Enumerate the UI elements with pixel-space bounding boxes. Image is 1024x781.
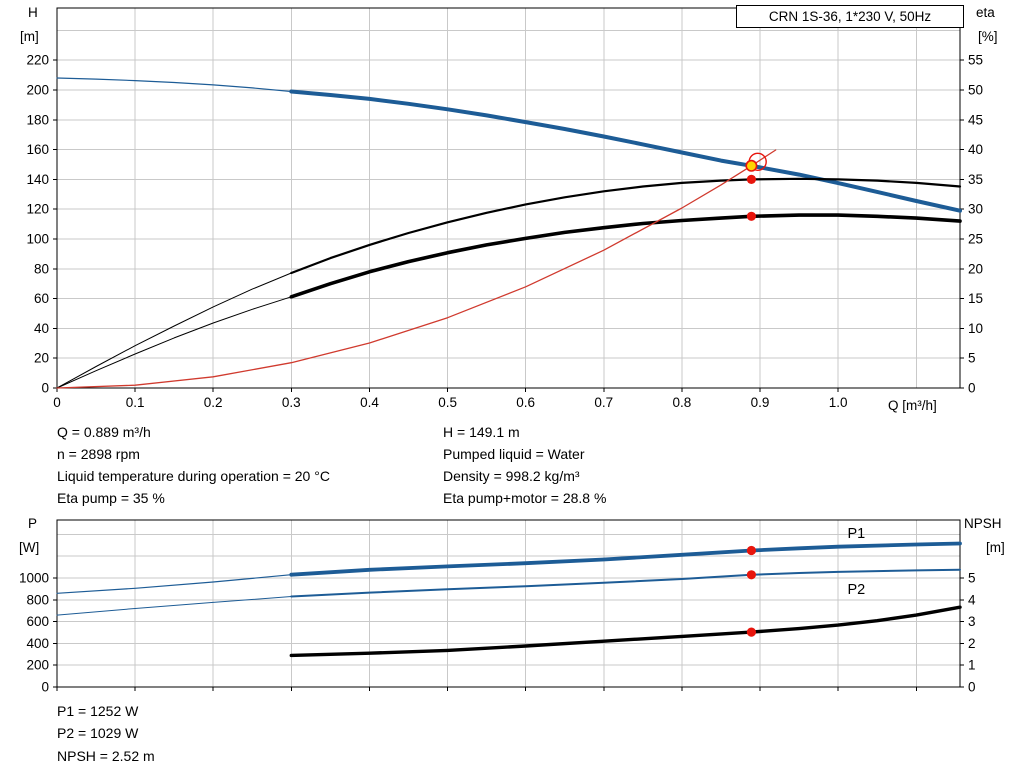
- y-left-tick-label: 40: [34, 321, 49, 336]
- curve-label-p1: P1: [848, 526, 866, 542]
- p2-curve: [290, 568, 961, 598]
- p2-value-text: P2 = 1029 W: [57, 725, 139, 741]
- p2-point: [746, 570, 757, 580]
- eta-pump-curve-lead: [56, 272, 292, 389]
- p1-curve-lead: [56, 574, 292, 594]
- p-axis-unit: [W]: [19, 540, 40, 555]
- x-tick-label: 0.2: [204, 395, 223, 410]
- y-left-tick-label: 200: [26, 83, 49, 98]
- y-right-tick-label: 20: [968, 261, 983, 276]
- y-right-tick-label: 0: [968, 680, 976, 695]
- x-tick-label: 0.8: [673, 395, 692, 410]
- y-right-tick-label: 25: [968, 232, 983, 247]
- y-left-tick-label: 0: [41, 381, 49, 396]
- p1-value-text: P1 = 1252 W: [57, 703, 139, 719]
- p-axis-label: P: [28, 516, 38, 531]
- y-left-tick-label: 220: [26, 53, 49, 68]
- y-left-tick-label: 160: [26, 142, 49, 157]
- eta-pump-motor-point: [746, 211, 757, 221]
- y-right-tick-label: 50: [968, 83, 983, 98]
- npsh-axis-label: NPSH: [964, 516, 1002, 531]
- x-tick-label: 0.6: [516, 395, 535, 410]
- eta-pump-motor-text: Eta pump+motor = 28.8 %: [443, 490, 607, 506]
- npsh-axis-unit: [m]: [986, 540, 1005, 555]
- eta-axis-label: eta: [976, 5, 995, 20]
- x-tick-label: 0.1: [126, 395, 145, 410]
- eta-axis-unit: [%]: [978, 29, 998, 44]
- y-left-tick-label: 120: [26, 202, 49, 217]
- y-left-tick-label: 140: [26, 172, 49, 187]
- curve-label-p2: P2: [848, 582, 866, 598]
- y-right-tick-label: 55: [968, 53, 983, 68]
- y-left-tick-label: 20: [34, 351, 49, 366]
- p1-curve: [289, 541, 962, 577]
- p2-curve-lead: [56, 596, 292, 616]
- q-value-text: Q = 0.889 m³/h: [57, 424, 151, 440]
- y-left-tick-label: 800: [26, 592, 49, 607]
- npsh-curve: [289, 605, 962, 658]
- y-right-tick-label: 1: [968, 658, 976, 673]
- y-right-tick-label: 3: [968, 614, 976, 629]
- npsh-point: [746, 627, 757, 637]
- y-left-tick-label: 600: [26, 614, 49, 629]
- y-right-tick-label: 5: [968, 571, 976, 586]
- speed-value-text: n = 2898 rpm: [57, 446, 140, 462]
- eta-pump-curve: [290, 177, 962, 275]
- y-right-tick-label: 0: [968, 381, 976, 396]
- plot-border: [56, 7, 961, 389]
- x-tick-label: 0.5: [438, 395, 457, 410]
- power-npsh-chart: 0 200 400 600 800 1000 0 1 2 3 4 5 P1 P2: [19, 519, 976, 695]
- head-curve: [289, 89, 962, 213]
- h-axis-unit: [m]: [20, 29, 39, 44]
- eta-pump-point: [746, 174, 757, 184]
- density-text: Density = 998.2 kg/m³: [443, 468, 580, 484]
- y-left-tick-label: 0: [41, 680, 49, 695]
- y-left-tick-label: 60: [34, 291, 49, 306]
- eta-pump-text: Eta pump = 35 %: [57, 490, 165, 506]
- x-tick-label: 0: [53, 395, 61, 410]
- x-tick-label: 0.9: [751, 395, 770, 410]
- y-left-tick-label: 100: [26, 232, 49, 247]
- liquid-temp-text: Liquid temperature during operation = 20…: [57, 468, 330, 484]
- y-right-tick-label: 35: [968, 172, 983, 187]
- y-left-tick-label: 80: [34, 261, 49, 276]
- y-right-tick-label: 10: [968, 321, 983, 336]
- pump-title: CRN 1S-36, 1*230 V, 50Hz: [768, 9, 932, 24]
- x-tick-label: 0.3: [282, 395, 301, 410]
- y-right-tick-label: 2: [968, 636, 976, 651]
- head-curve-lead: [56, 77, 292, 93]
- x-tick-label: 0.7: [594, 395, 613, 410]
- h-axis-label: H: [28, 5, 38, 20]
- h-value-text: H = 149.1 m: [443, 424, 520, 440]
- eta-pump-motor-curve: [289, 213, 962, 299]
- duty-point: [745, 159, 758, 172]
- p1-point: [746, 545, 757, 556]
- y-right-tick-label: 45: [968, 112, 983, 127]
- y-left-tick-label: 200: [26, 658, 49, 673]
- x-tick-label: 0.4: [360, 395, 379, 410]
- x-tick-label: 1.0: [829, 395, 848, 410]
- y-left-tick-label: 400: [26, 636, 49, 651]
- pumped-liquid-text: Pumped liquid = Water: [443, 446, 585, 462]
- eta-pump-motor-curve-lead: [56, 296, 292, 389]
- y-right-tick-label: 30: [968, 202, 983, 217]
- y-left-tick-label: 1000: [19, 571, 49, 586]
- y-right-tick-label: 4: [968, 592, 976, 607]
- plot-border: [56, 519, 961, 688]
- qh-eta-chart: 0 0.1 0.2 0.3 0.4 0.5 0.6 0.7 0.8 0.9 1.0 0 20 40 60 80…: [26, 7, 983, 410]
- y-right-tick-label: 40: [968, 142, 983, 157]
- npsh-value-text: NPSH = 2.52 m: [57, 748, 155, 764]
- system-curve: [56, 149, 777, 389]
- y-left-tick-label: 180: [26, 112, 49, 127]
- pump-title-box: CRN 1S-36, 1*230 V, 50Hz: [736, 5, 964, 28]
- q-axis-label: Q [m³/h]: [888, 398, 937, 413]
- y-right-tick-label: 15: [968, 291, 983, 306]
- y-right-tick-label: 5: [968, 351, 976, 366]
